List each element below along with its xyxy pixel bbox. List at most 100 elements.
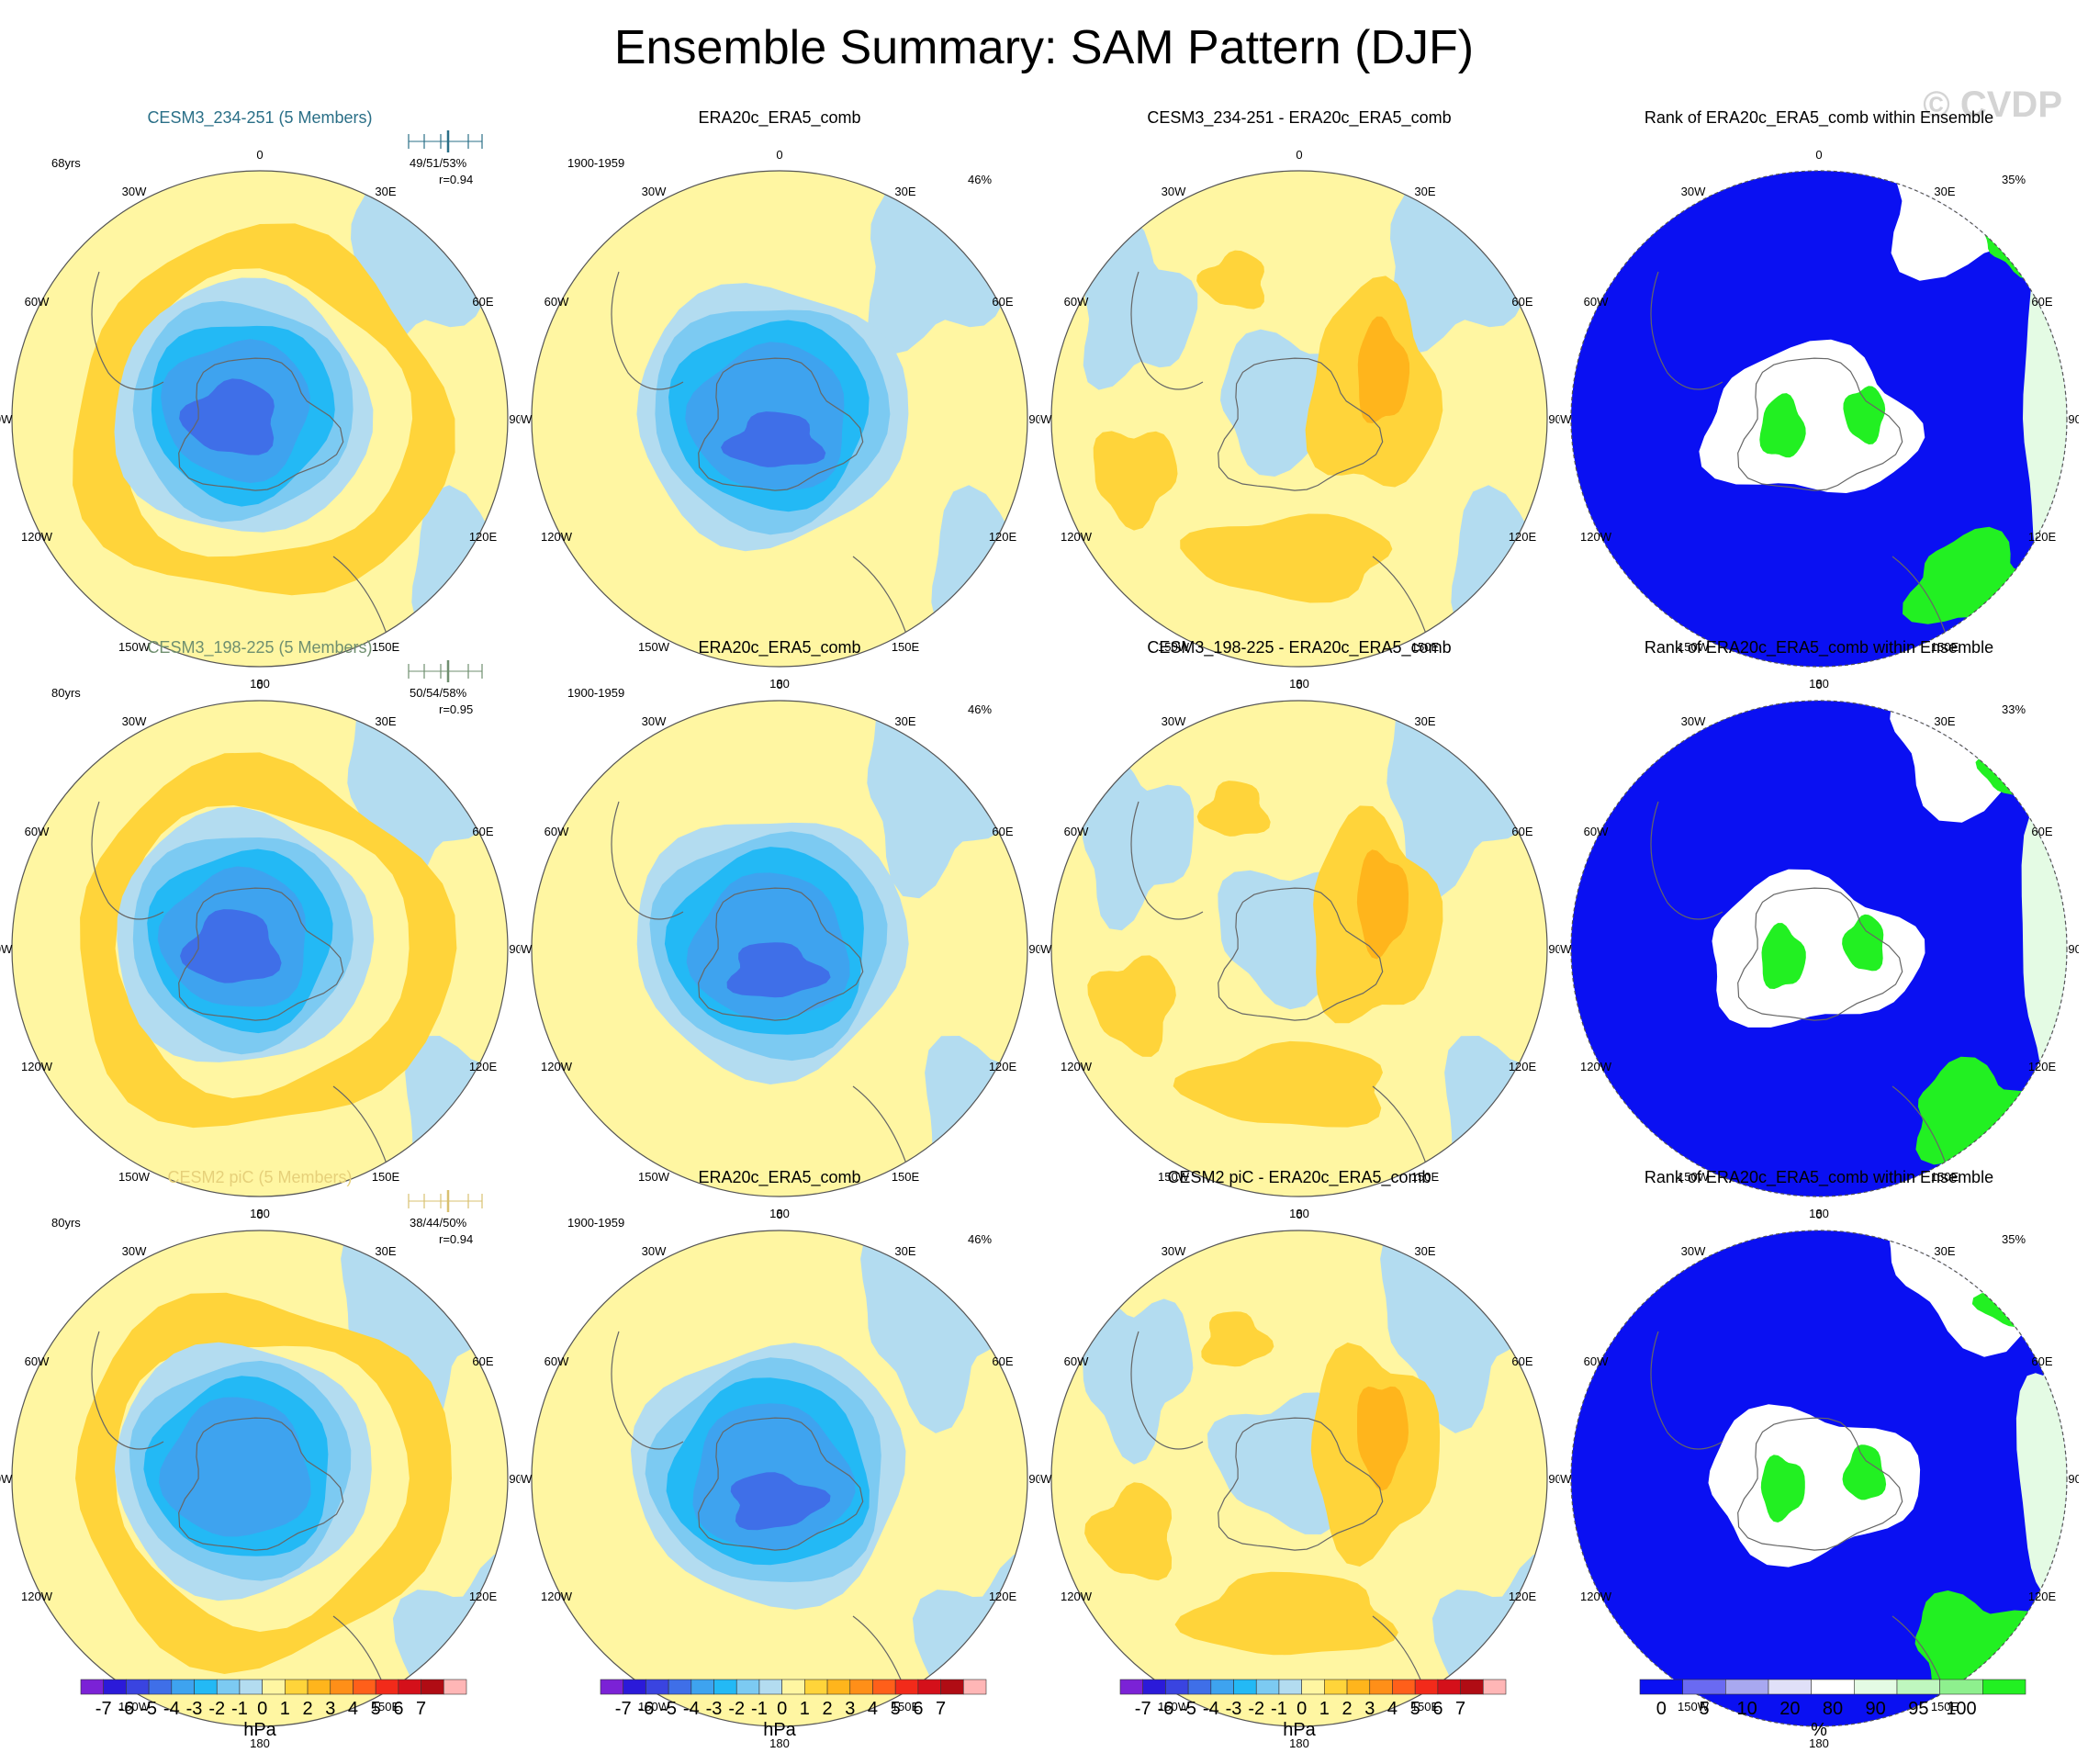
- lon-label: 90W: [1039, 412, 1052, 426]
- map-boundary: [11, 170, 509, 668]
- colorbar-label: 7: [416, 1699, 426, 1719]
- colorbar-label: 7: [1455, 1699, 1465, 1719]
- colorbar-label: 3: [1364, 1699, 1375, 1719]
- lon-label: 90E: [2068, 1472, 2079, 1486]
- colorbar-swatch: [940, 1679, 964, 1695]
- pattern-corr-label: r=0.94: [439, 173, 474, 186]
- antarctica-coastline: [1737, 357, 1903, 491]
- negative-contour-4: [159, 1397, 311, 1537]
- colorbar-swatch: [1165, 1679, 1189, 1695]
- polar-map: 0 30E 60E 90E 120E 150E 180 150W 120W 90W 60W 30W: [0, 678, 520, 1220]
- panel-title: CESM3_234-251 (5 Members): [147, 108, 373, 127]
- lon-label: 150W: [1678, 640, 1710, 654]
- lon-label: 120E: [1509, 1060, 1537, 1073]
- pattern-pct-label: 35%: [2002, 1232, 2026, 1246]
- lon-label: 90E: [1548, 412, 1559, 426]
- panel-obs-row1: ERA20c_ERA5_comb 1900-1959 46% 0 30E 60E 90E 12…: [520, 108, 1039, 691]
- lon-label: 60E: [2031, 295, 2052, 309]
- pattern-corr-label: r=0.95: [439, 702, 474, 716]
- colorbar-swatch: [1255, 1679, 1280, 1695]
- panel-title: ERA20c_ERA5_comb: [698, 1168, 861, 1186]
- lon-label: 150W: [1158, 640, 1190, 654]
- positive-region: [1087, 955, 1176, 1057]
- lon-label: 60W: [544, 1354, 569, 1368]
- negative-contour-5: [179, 378, 275, 455]
- lon-label: 30E: [375, 185, 396, 198]
- colorbar-swatch: [307, 1679, 331, 1695]
- map-boundary: [531, 1230, 1028, 1727]
- colorbar-unit: hPa: [243, 1720, 276, 1740]
- map-boundary: [11, 1230, 509, 1727]
- lon-label: 0: [1815, 1208, 1822, 1221]
- lon-label: 120E: [989, 1590, 1017, 1603]
- colorbar-swatch: [126, 1679, 150, 1695]
- rank-mid-region: [1708, 1404, 1921, 1567]
- colorbar-swatch: [80, 1679, 105, 1695]
- colorbar-swatch: [962, 1679, 987, 1695]
- south-america-coastline: [91, 801, 164, 920]
- panel-title: Rank of ERA20c_ERA5_comb within Ensemble: [1644, 108, 1994, 127]
- lon-label: 90E: [2068, 942, 2079, 956]
- lon-label: 90W: [520, 942, 533, 956]
- antarctica-coastline: [178, 357, 344, 491]
- lon-label: 120E: [989, 530, 1017, 544]
- rank-top-region: [1843, 386, 1886, 444]
- colorbar-label: 2: [302, 1699, 312, 1719]
- colorbar-swatch: [375, 1679, 399, 1695]
- antarctica-coastline: [178, 887, 344, 1021]
- antarctica-coastline: [1218, 357, 1384, 491]
- colorbar-label: 0: [777, 1699, 787, 1719]
- antarctica-coastline: [1218, 1417, 1384, 1551]
- panel-obs-row3: ERA20c_ERA5_comb 1900-1959 46% 0 30E 60E 90E 12…: [520, 1168, 1039, 1750]
- colorbar-label: 1: [1319, 1699, 1330, 1719]
- lon-label: 180: [1809, 1207, 1829, 1220]
- south-america-coastline: [91, 271, 164, 390]
- colorbar-swatch: [1982, 1679, 2026, 1695]
- lon-label: 30W: [122, 185, 147, 198]
- lon-label: 120W: [1061, 1590, 1093, 1603]
- lon-label: 30E: [1934, 714, 1955, 728]
- colorbar-swatch: [148, 1679, 173, 1695]
- lon-label: 120W: [21, 1060, 53, 1073]
- colorbar-label: -7: [95, 1699, 112, 1719]
- pattern-corr-label: r=0.94: [439, 1232, 474, 1246]
- lon-label: 30W: [1162, 714, 1186, 728]
- colorbar-label: 0: [1656, 1699, 1667, 1719]
- negative-contour-5: [721, 411, 826, 467]
- lon-label: 0: [776, 148, 782, 162]
- lon-label: 150E: [372, 1170, 400, 1184]
- lon-label: 150W: [118, 640, 151, 654]
- positive-region: [1180, 513, 1393, 603]
- colorbar-swatch: [1210, 1679, 1234, 1695]
- colorbar-swatch: [1482, 1679, 1507, 1695]
- lon-label: 90W: [0, 1472, 13, 1486]
- lon-label: 60E: [472, 825, 493, 838]
- south-america-coastline: [1130, 271, 1204, 390]
- lon-label: 180: [1289, 1736, 1309, 1750]
- lon-label: 30W: [1162, 1244, 1186, 1258]
- polar-map: 0 30E 60E 90E 120E 150E 180 150W 120W 90W 60W 30W: [0, 1208, 520, 1750]
- member-ticks: [408, 130, 483, 152]
- colorbar-label: 2: [822, 1699, 832, 1719]
- colorbar-swatch: [1811, 1679, 1855, 1695]
- panel-ens-row3: CESM2 piC (5 Members) 80yrs 38/44/50% r=0.9…: [0, 1168, 520, 1750]
- lon-label: 60W: [1064, 295, 1089, 309]
- lon-label: 60W: [1064, 825, 1089, 838]
- lon-label: 90W: [0, 942, 13, 956]
- pattern-pct-label: 46%: [968, 173, 993, 186]
- colorbar-swatch: [1437, 1679, 1461, 1695]
- lon-label: 90E: [1548, 942, 1559, 956]
- lon-label: 150E: [372, 1700, 400, 1713]
- positive-region: [1173, 1040, 1383, 1128]
- lon-label: 0: [1296, 678, 1302, 691]
- lon-label: 0: [256, 1208, 263, 1221]
- colorbar-swatch: [216, 1679, 241, 1695]
- map-boundary: [1570, 700, 2068, 1197]
- map-boundary: [1570, 1230, 2068, 1727]
- map-boundary: [1570, 170, 2068, 668]
- lon-label: 90E: [509, 412, 520, 426]
- colorbar-swatch: [826, 1679, 851, 1695]
- colorbar-label: 4: [348, 1699, 358, 1719]
- panel-rank-row2: Rank of ERA20c_ERA5_comb within Ensemble…: [1559, 638, 2079, 1220]
- lon-label: 150E: [1931, 640, 1959, 654]
